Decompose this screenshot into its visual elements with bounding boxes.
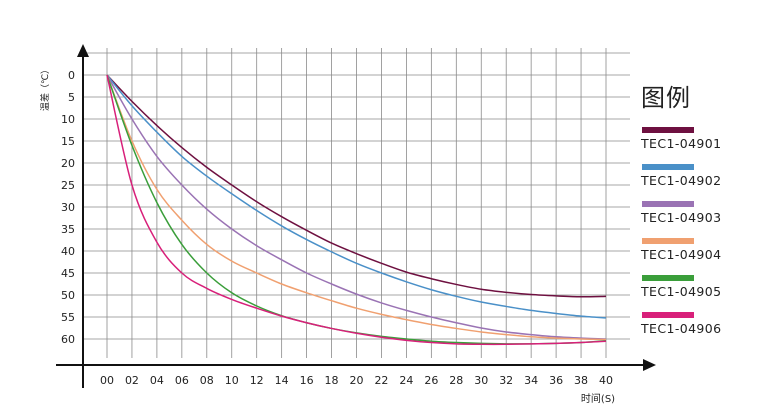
series-line-1 [106, 74, 607, 298]
y-tick-label: 55 [61, 311, 75, 324]
x-tick-label: 22 [374, 374, 388, 387]
x-tick-label: 08 [200, 374, 214, 387]
x-tick-label: 20 [350, 374, 364, 387]
y-tick-label: 15 [61, 135, 75, 148]
y-tick-label: 35 [61, 223, 75, 236]
legend-swatch [642, 275, 694, 281]
x-tick-label: 38 [574, 374, 588, 387]
y-tick-label: 20 [61, 157, 75, 170]
x-tick-label: 34 [524, 374, 538, 387]
y-tick-label: 5 [68, 91, 75, 104]
y-tick-label: 50 [61, 289, 75, 302]
legend-label: TEC1-04905 [641, 284, 722, 299]
legend-items: TEC1-04901 TEC1-04902 TEC1-04903 TEC1-04904… [640, 117, 760, 339]
series-line-3 [106, 74, 607, 340]
x-tick-label: 00 [100, 374, 114, 387]
x-tick-label: 04 [150, 374, 164, 387]
y-tick-label: 45 [61, 267, 75, 280]
y-tick-label: 25 [61, 179, 75, 192]
x-tick-label: 32 [499, 374, 513, 387]
x-axis-arrow-icon [643, 359, 656, 371]
series-layer [106, 74, 607, 346]
legend-title: 图例 [641, 84, 691, 112]
x-tick-label: 26 [424, 374, 438, 387]
x-tick-label: 28 [449, 374, 463, 387]
tick-labels: 00 02 04 06 08 10 12 14 16 18 20 22 24 26 28 30 32 34 36 38… [61, 69, 613, 387]
legend: 图例 TEC1-04901 TEC1-04902 TEC1-04903 TEC1-04… [640, 78, 760, 339]
x-tick-label: 24 [399, 374, 413, 387]
legend-item: TEC1-04904 [640, 228, 760, 265]
legend-swatch [642, 127, 694, 133]
x-tick-label: 40 [599, 374, 613, 387]
y-tick-label: 40 [61, 245, 75, 258]
legend-swatch [642, 201, 694, 207]
x-tick-label: 30 [474, 374, 488, 387]
legend-swatch [642, 238, 694, 244]
x-tick-label: 18 [325, 374, 339, 387]
axes [56, 44, 656, 388]
x-tick-label: 12 [250, 374, 264, 387]
legend-item: TEC1-04905 [640, 265, 760, 302]
legend-item: TEC1-04901 [640, 117, 760, 154]
y-tick-label: 60 [61, 333, 75, 346]
legend-label: TEC1-04903 [641, 210, 722, 225]
y-axis-arrow-icon [77, 44, 89, 57]
grid [83, 48, 630, 358]
legend-label: TEC1-04902 [641, 173, 722, 188]
series-line-6 [106, 74, 607, 346]
x-tick-label: 36 [549, 374, 563, 387]
y-axis-label: 温差（℃） [39, 65, 51, 111]
x-axis-label: 时间(S) [581, 392, 615, 405]
y-tick-label: 0 [68, 69, 75, 82]
x-tick-label: 16 [300, 374, 314, 387]
legend-item: TEC1-04906 [640, 302, 760, 339]
legend-label: TEC1-04904 [641, 247, 722, 262]
x-tick-label: 10 [225, 374, 239, 387]
y-tick-label: 10 [61, 113, 75, 126]
legend-item: TEC1-04903 [640, 191, 760, 228]
legend-label: TEC1-04901 [641, 136, 722, 151]
legend-label: TEC1-04906 [641, 321, 722, 336]
legend-swatch [642, 164, 694, 170]
y-tick-label: 30 [61, 201, 75, 214]
series-line-2 [106, 74, 607, 319]
x-tick-label: 02 [125, 374, 139, 387]
x-tick-label: 06 [175, 374, 189, 387]
series-line-4 [106, 74, 607, 341]
legend-swatch [642, 312, 694, 318]
legend-item: TEC1-04902 [640, 154, 760, 191]
x-tick-label: 14 [275, 374, 289, 387]
